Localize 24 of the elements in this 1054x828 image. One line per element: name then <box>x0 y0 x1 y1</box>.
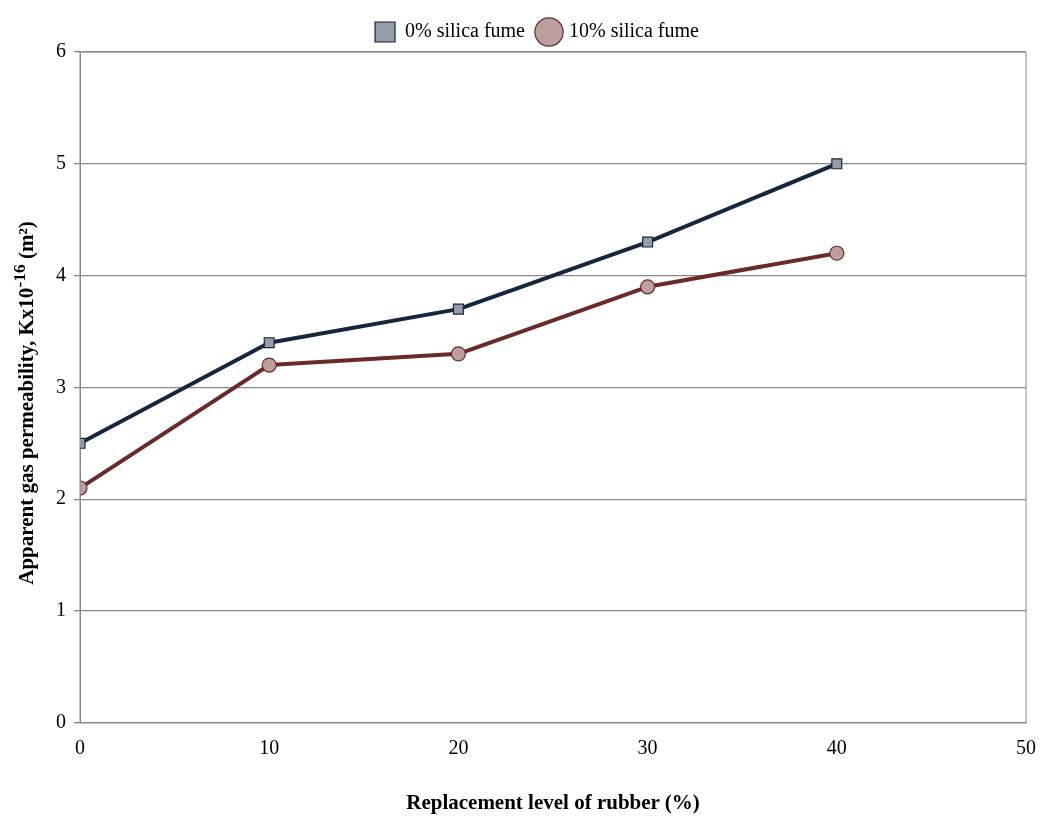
y-tick-label: 1 <box>56 598 66 621</box>
y-tick-label: 2 <box>56 486 66 509</box>
point <box>452 303 464 315</box>
legend-label: 0% silica fume <box>405 19 526 42</box>
y-tick-label: 6 <box>56 39 66 62</box>
legend-label: 10% silica fume <box>569 19 700 42</box>
point <box>261 357 277 373</box>
x-tick-label: 40 <box>826 736 847 759</box>
x-tick-label: 30 <box>637 736 658 759</box>
x-tick-label: 20 <box>448 736 469 759</box>
y-tick-label: 4 <box>56 262 66 285</box>
point <box>829 245 845 261</box>
y-tick-label: 0 <box>56 710 66 733</box>
y-tick-label: 5 <box>56 151 66 174</box>
x-tick-label: 50 <box>1016 736 1036 759</box>
y-tick-label: 3 <box>56 374 66 397</box>
x-tick-label: 0 <box>75 736 85 759</box>
point <box>642 236 654 248</box>
point <box>450 346 466 362</box>
x-axis-title: Replacement level of rubber (%) <box>406 789 700 814</box>
x-tick-label: 10 <box>259 736 280 759</box>
point <box>831 158 843 170</box>
point <box>263 337 275 349</box>
point <box>640 279 656 295</box>
